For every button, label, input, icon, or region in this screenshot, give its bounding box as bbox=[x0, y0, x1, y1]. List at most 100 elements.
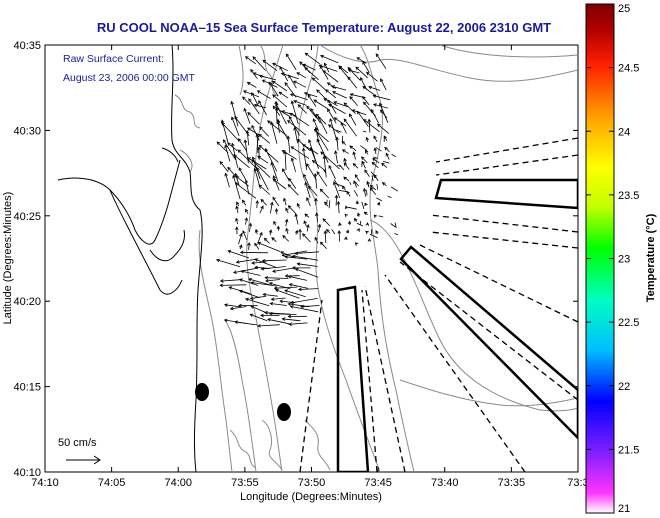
current-vector bbox=[328, 200, 331, 209]
current-vector bbox=[375, 146, 382, 152]
current-vector bbox=[257, 146, 261, 160]
current-vector bbox=[327, 108, 337, 124]
current-vector bbox=[236, 201, 240, 207]
current-vector bbox=[270, 201, 274, 214]
current-vector bbox=[385, 152, 390, 160]
current-vector bbox=[287, 205, 297, 215]
current-vector bbox=[343, 176, 350, 182]
current-vector bbox=[359, 145, 368, 151]
current-vector bbox=[345, 229, 350, 234]
current-vector bbox=[219, 160, 229, 173]
current-vector bbox=[254, 242, 260, 250]
current-vector-field bbox=[216, 52, 399, 328]
y-tick-label: 40:25 bbox=[13, 211, 41, 223]
current-vector bbox=[272, 267, 297, 273]
current-vector bbox=[261, 258, 287, 263]
current-vector bbox=[349, 145, 357, 152]
current-vector bbox=[373, 174, 379, 182]
current-vector bbox=[328, 104, 346, 114]
current-vector bbox=[272, 196, 280, 207]
colorbar-tick-label: 25 bbox=[618, 3, 630, 15]
current-vector bbox=[317, 223, 322, 233]
y-tick-label: 40:15 bbox=[13, 382, 41, 394]
coastline bbox=[57, 45, 203, 472]
current-vector bbox=[281, 317, 301, 322]
current-vector bbox=[274, 208, 279, 215]
current-vector bbox=[276, 225, 281, 231]
current-vector bbox=[381, 182, 387, 187]
buoy-marker-east bbox=[277, 403, 291, 421]
current-vector bbox=[256, 167, 269, 191]
current-vector bbox=[306, 223, 310, 232]
current-vector bbox=[268, 311, 297, 316]
current-vector bbox=[303, 220, 307, 227]
current-vector bbox=[244, 56, 257, 65]
current-vector bbox=[278, 91, 289, 99]
current-vector bbox=[255, 199, 259, 209]
current-vector bbox=[361, 156, 368, 164]
current-vector bbox=[375, 230, 379, 235]
scale-arrow bbox=[66, 455, 101, 465]
current-vector bbox=[271, 237, 277, 242]
current-vector bbox=[257, 155, 269, 164]
current-vector bbox=[296, 262, 318, 267]
current-vector bbox=[371, 161, 379, 169]
current-vector bbox=[347, 76, 358, 89]
current-vector bbox=[335, 183, 345, 187]
x-tick-label: 73:45 bbox=[364, 477, 392, 489]
current-vector bbox=[268, 229, 273, 236]
current-vector bbox=[239, 278, 259, 286]
x-tick-label: 74:10 bbox=[31, 477, 59, 489]
current-vector bbox=[313, 172, 318, 189]
x-tick-label: 74:00 bbox=[164, 477, 192, 489]
current-vector bbox=[314, 236, 319, 244]
current-vector bbox=[288, 283, 309, 289]
current-vector bbox=[367, 118, 372, 133]
current-vector bbox=[366, 181, 370, 188]
current-vector bbox=[368, 85, 381, 91]
x-axis-label: Longitude (Degrees:Minutes) bbox=[240, 491, 382, 503]
current-vector bbox=[242, 96, 251, 105]
current-vector bbox=[264, 148, 278, 172]
current-vector bbox=[238, 289, 260, 299]
current-vector bbox=[246, 127, 260, 136]
current-vector bbox=[355, 66, 368, 79]
current-vector bbox=[307, 94, 317, 107]
current-vector bbox=[316, 131, 329, 151]
current-vector bbox=[322, 155, 327, 178]
annotation-line-2: August 23, 2006 00:00 GMT bbox=[63, 72, 196, 84]
current-vector bbox=[273, 220, 277, 226]
current-vector bbox=[347, 220, 352, 225]
x-tick-label: 73:35 bbox=[498, 477, 526, 489]
current-vector bbox=[337, 164, 342, 168]
current-vector bbox=[315, 212, 319, 222]
current-vector bbox=[274, 100, 278, 125]
current-vector bbox=[331, 229, 336, 235]
current-vector bbox=[376, 197, 383, 202]
colorbar-tick-label: 22.5 bbox=[618, 317, 639, 329]
current-vector bbox=[322, 70, 339, 83]
current-vector bbox=[352, 151, 356, 160]
current-vector bbox=[356, 222, 364, 227]
y-tick-label: 40:35 bbox=[13, 40, 41, 52]
current-vector bbox=[233, 154, 250, 169]
current-vector bbox=[224, 172, 230, 188]
current-vector bbox=[364, 202, 368, 207]
current-vector bbox=[231, 116, 240, 137]
current-vector bbox=[219, 279, 241, 283]
current-vector bbox=[315, 113, 327, 125]
current-vector bbox=[243, 107, 251, 124]
current-vector bbox=[334, 194, 339, 206]
scale-label: 50 cm/s bbox=[58, 437, 97, 449]
current-vector bbox=[249, 295, 267, 300]
current-vector bbox=[285, 53, 297, 71]
current-vector bbox=[285, 207, 289, 214]
current-vector bbox=[262, 59, 278, 72]
current-vector bbox=[354, 174, 360, 182]
current-vector bbox=[284, 218, 289, 227]
current-vector bbox=[364, 169, 370, 177]
current-vector bbox=[371, 175, 374, 182]
current-vector bbox=[242, 199, 247, 206]
current-vector bbox=[235, 217, 239, 225]
current-vector bbox=[260, 266, 286, 271]
